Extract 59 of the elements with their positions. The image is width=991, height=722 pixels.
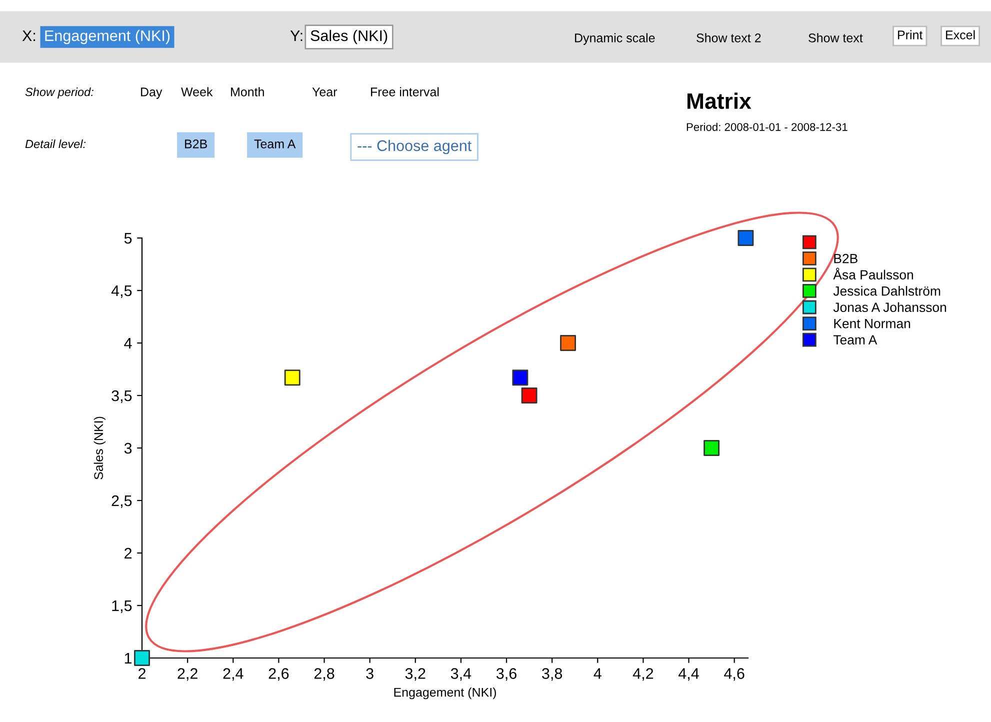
- y-tick-label: 4: [124, 338, 132, 349]
- x-tick-label: 2,6: [268, 668, 289, 681]
- x-tick-label: 2,4: [223, 668, 244, 681]
- y-tick-label: 3: [124, 442, 132, 454]
- y-tick-label: 4,5: [111, 286, 132, 298]
- text: Show text: [808, 33, 863, 42]
- y-tick-label: 2: [124, 548, 132, 559]
- x-tick-label: 3,6: [496, 668, 516, 681]
- text: Team A: [254, 140, 296, 148]
- x-tick-label: 2,8: [314, 668, 334, 681]
- text: X:: [22, 30, 36, 41]
- legend-label: Kent Norman: [834, 319, 910, 328]
- text: Excel: [946, 30, 975, 40]
- text: Print: [898, 30, 923, 40]
- x-tick-label: 3,2: [405, 668, 426, 681]
- legend-label: B2B: [834, 254, 858, 264]
- text: Dynamic scale: [575, 33, 655, 45]
- y-tick-label: 2,5: [112, 495, 132, 508]
- text: Sales (NKI): [310, 30, 388, 44]
- point: [704, 440, 720, 456]
- point: [738, 230, 754, 246]
- text: Show period:: [25, 88, 94, 98]
- text: B2B: [185, 140, 207, 148]
- legend-label: Team A: [833, 335, 878, 345]
- x-tick-label: 3,4: [450, 668, 472, 681]
- point: [521, 388, 538, 404]
- legend-label: Jessica Dahlström: [833, 286, 940, 296]
- x-tick-label: 4,2: [632, 668, 654, 681]
- x-tick-label: 3,8: [542, 668, 562, 681]
- x-tick-label: 2,2: [178, 668, 198, 681]
- x-tick-label: 2: [138, 668, 146, 679]
- text: Day: [141, 88, 162, 99]
- point: [560, 335, 576, 351]
- text: Show text 2: [696, 33, 761, 42]
- x-tick-label: 4: [594, 668, 602, 679]
- x-axis-title: Engagement (NKI): [394, 688, 496, 700]
- text: Year: [312, 88, 338, 96]
- chart-title: Matrix: [687, 92, 752, 109]
- text: Month: [231, 87, 264, 96]
- text: --- Choose agent: [358, 140, 472, 154]
- y-axis-title: Sales (NKI): [94, 416, 106, 480]
- chart-subtitle: Period: 2008-01-01 - 2008-12-31: [686, 122, 848, 131]
- point: [512, 370, 528, 386]
- text: Week: [181, 87, 213, 96]
- point: [284, 370, 300, 386]
- legend-label: Åsa Paulsson: [833, 268, 914, 280]
- legend-label: Jonas A Johansson: [833, 302, 946, 312]
- y-tick-label: 3,5: [112, 390, 132, 403]
- y-tick-label: 1: [124, 653, 132, 664]
- text: Free interval: [371, 87, 439, 96]
- text: Engagement (NKI): [45, 30, 170, 44]
- y-tick-label: 5: [124, 233, 132, 244]
- x-tick-label: 4,6: [724, 668, 744, 681]
- text: Detail level:: [25, 139, 86, 148]
- text: Y:: [290, 30, 302, 41]
- x-tick-label: 4,4: [678, 668, 699, 681]
- point: [134, 650, 150, 666]
- x-tick-label: 3: [366, 668, 374, 679]
- y-tick-label: 1,5: [112, 600, 132, 613]
